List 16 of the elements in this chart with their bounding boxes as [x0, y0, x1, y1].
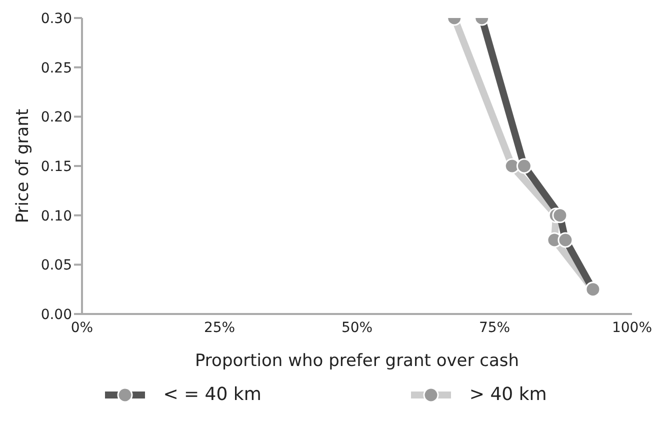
y-tick-label: 0.15: [40, 158, 72, 175]
legend-label: > 40 km: [469, 384, 547, 405]
y-axis-title: Price of grant: [13, 108, 34, 224]
y-tick-label: 0.20: [40, 110, 72, 126]
legend-label: < = 40 km: [163, 384, 262, 405]
y-tick-label: 0.05: [40, 258, 72, 274]
y-tick-label: 0.00: [40, 306, 72, 323]
x-tick-label: 100%: [612, 320, 652, 336]
x-tick-label: 50%: [341, 320, 373, 336]
x-tick-label: 0%: [70, 320, 94, 336]
y-tick-label: 0.30: [40, 10, 72, 27]
y-tick-label: 0.10: [40, 208, 72, 224]
x-tick-label: 25%: [204, 320, 236, 336]
y-tick-label: 0.25: [40, 60, 72, 76]
x-axis-title: Proportion who prefer grant over cash: [194, 351, 520, 371]
x-tick-label: 75%: [478, 320, 510, 336]
